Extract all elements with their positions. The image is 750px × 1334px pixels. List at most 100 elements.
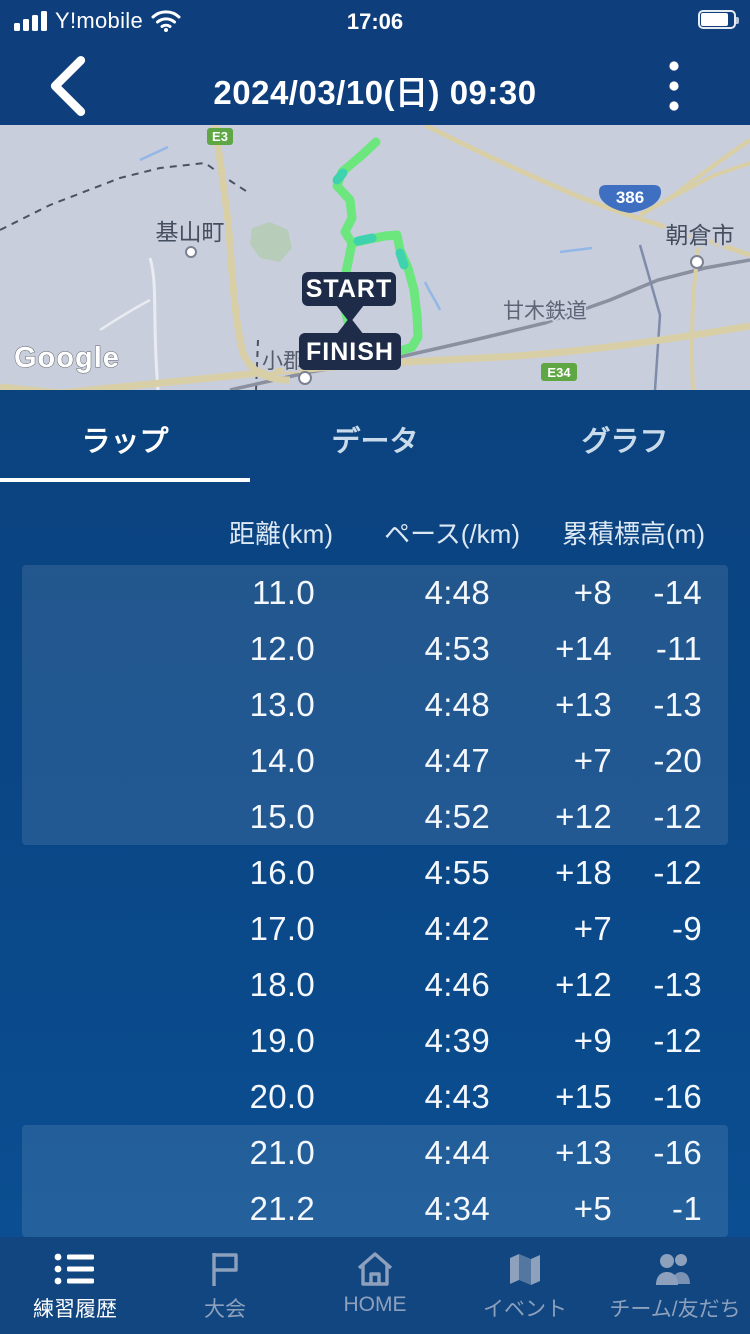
lap-elevation-gain: +12 [555,798,612,835]
place-label-ogori: 小郡 [262,350,304,373]
lap-distance: 20.0 [249,1078,315,1115]
lap-row[interactable]: 21.0 4:44 +13 -16 [22,1125,728,1181]
home-icon [355,1248,395,1290]
lap-row[interactable]: 14.0 4:47 +7 -20 [22,733,728,789]
lap-distance: 11.0 [252,574,315,611]
google-logo: Google [14,342,120,374]
e3-road [211,124,291,384]
lap-pace: 4:52 [424,798,490,835]
lap-pace: 4:48 [424,574,490,611]
lap-distance: 14.0 [249,742,315,779]
column-pace: ペース(/km) [384,519,520,549]
e3-shield: E3 [207,128,233,145]
lap-elevation-gain: +14 [555,630,612,667]
e34-shield: E34 [541,363,577,381]
lap-elevation-gain: +7 [573,910,612,947]
lap-elevation-gain: +7 [573,742,612,779]
kebab-menu-button[interactable] [664,58,684,114]
lap-elevation-gain: +13 [555,1134,612,1171]
battery-icon [698,10,739,29]
lap-table-header: 距離(km) ペース(/km) 累積標高(m) [0,482,750,565]
tab-graph[interactable]: グラフ [581,426,669,458]
lap-pace: 4:48 [424,686,490,723]
lap-section: 16.0 4:55 +18 -12 17.0 4:42 +7 -9 18.0 4… [22,845,728,1125]
flag-icon [206,1248,244,1290]
lap-distance: 18.0 [249,966,315,1003]
lap-row[interactable]: 20.0 4:43 +15 -16 [22,1069,728,1125]
clock: 17:06 [346,9,404,34]
lap-elevation-loss: -12 [653,1022,702,1059]
lap-elevation-loss: -12 [653,854,702,891]
lap-elevation-loss: -16 [653,1134,702,1171]
svg-text:FINISH: FINISH [306,338,394,366]
railway-label: 甘木鉄道 [503,300,587,323]
lap-pace: 4:46 [424,966,490,1003]
page-title: 2024/03/10(日) 09:30 [213,74,537,111]
lap-elevation-loss: -13 [653,966,702,1003]
lap-row[interactable]: 13.0 4:48 +13 -13 [22,677,728,733]
boundary-line [0,161,247,231]
map-icon [506,1248,544,1290]
tab-training-history[interactable]: 練習履歴 [0,1237,150,1334]
lap-elevation-loss: -9 [672,910,702,947]
lap-row[interactable]: 12.0 4:53 +14 -11 [22,621,728,677]
place-label-asakura: 朝倉市 [666,222,735,248]
wifi-icon [151,10,181,32]
finish-marker: FINISH [299,317,401,370]
tab-competition[interactable]: 大会 [150,1237,300,1334]
lap-row[interactable]: 11.0 4:48 +8 -14 [22,565,728,621]
tab-team-friends[interactable]: チーム/友だち [600,1237,750,1334]
svg-text:386: 386 [616,188,644,207]
lap-elevation-loss: -1 [672,1190,702,1227]
place-label-kiyama: 基山町 [156,219,225,245]
nav-header: 2024/03/10(日) 09:30 [0,44,750,125]
lap-section: 11.0 4:48 +8 -14 12.0 4:53 +14 -11 13.0 … [22,565,728,845]
finish-place-marker [298,371,312,385]
lap-distance: 21.2 [249,1190,315,1227]
lap-pace: 4:39 [424,1022,490,1059]
svg-text:E3: E3 [212,129,228,144]
lap-elevation-gain: +18 [555,854,612,891]
lap-elevation-gain: +5 [573,1190,612,1227]
lap-elevation-loss: -14 [653,574,702,611]
bottom-tab-bar: 練習履歴 大会 HOME [0,1237,750,1334]
route-map[interactable]: 基山町 朝倉市 甘木鉄道 小郡 E3 386 E34 [0,122,750,397]
stream [139,145,169,162]
lap-row[interactable]: 16.0 4:55 +18 -12 [22,845,728,901]
lap-pace: 4:34 [424,1190,490,1227]
back-button[interactable] [44,56,92,116]
lap-distance: 15.0 [249,798,315,835]
tab-lap[interactable]: ラップ [0,390,250,482]
svg-text:E34: E34 [547,365,571,380]
tab-data[interactable]: データ [331,426,419,458]
lap-elevation-loss: -13 [653,686,702,723]
tab-home[interactable]: HOME [300,1237,450,1334]
list-icon [54,1248,96,1290]
segment-tabs: ラップ データ グラフ [0,390,750,482]
lap-distance: 17.0 [249,910,315,947]
lap-distance: 12.0 [249,630,315,667]
lap-pace: 4:55 [424,854,490,891]
column-elevation: 累積標高(m) [562,519,705,549]
place-marker [185,246,197,258]
lap-elevation-loss: -20 [653,742,702,779]
tab-events[interactable]: イベント [450,1237,600,1334]
lap-row[interactable]: 15.0 4:52 +12 -12 [22,789,728,845]
lap-row[interactable]: 21.2 4:34 +5 -1 [22,1181,728,1237]
lap-row[interactable]: 18.0 4:46 +12 -13 [22,957,728,1013]
lap-elevation-loss: -12 [653,798,702,835]
lap-elevation-gain: +13 [555,686,612,723]
lap-elevation-loss: -11 [655,630,702,667]
lap-row[interactable]: 19.0 4:39 +9 -12 [22,1013,728,1069]
lap-distance: 21.0 [249,1134,315,1171]
lap-distance: 19.0 [249,1022,315,1059]
people-icon [654,1248,696,1290]
lap-distance: 13.0 [249,686,315,723]
lap-row[interactable]: 17.0 4:42 +7 -9 [22,901,728,957]
lap-elevation-gain: +15 [555,1078,612,1115]
lap-pace: 4:47 [424,742,490,779]
lap-elevation-gain: +12 [555,966,612,1003]
place-marker [690,255,704,269]
lap-pace: 4:42 [424,910,490,947]
